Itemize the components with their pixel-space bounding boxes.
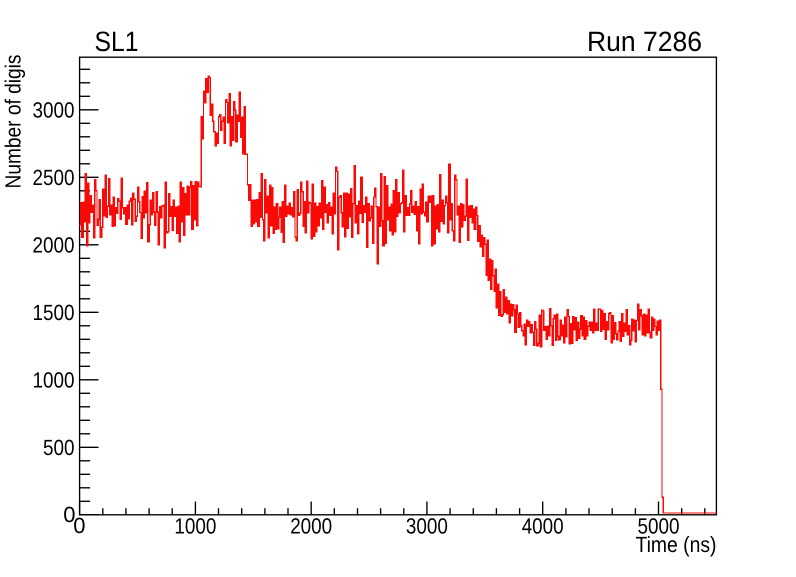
svg-text:1000: 1000 [174,513,216,538]
svg-text:5000: 5000 [638,513,680,538]
svg-text:SL1: SL1 [95,26,139,57]
svg-text:0: 0 [63,502,75,527]
svg-text:2000: 2000 [290,513,332,538]
svg-text:2000: 2000 [33,232,75,257]
svg-text:3000: 3000 [33,97,75,122]
svg-text:0: 0 [73,513,85,538]
svg-text:3000: 3000 [406,513,448,538]
svg-text:2500: 2500 [33,165,75,190]
svg-text:1000: 1000 [33,367,75,392]
svg-text:Time (ns): Time (ns) [636,532,717,557]
svg-text:1500: 1500 [33,300,75,325]
svg-text:Number of digis: Number of digis [1,55,26,189]
svg-text:500: 500 [43,435,75,460]
svg-text:4000: 4000 [522,513,564,538]
svg-text:Run 7286: Run 7286 [587,26,702,57]
